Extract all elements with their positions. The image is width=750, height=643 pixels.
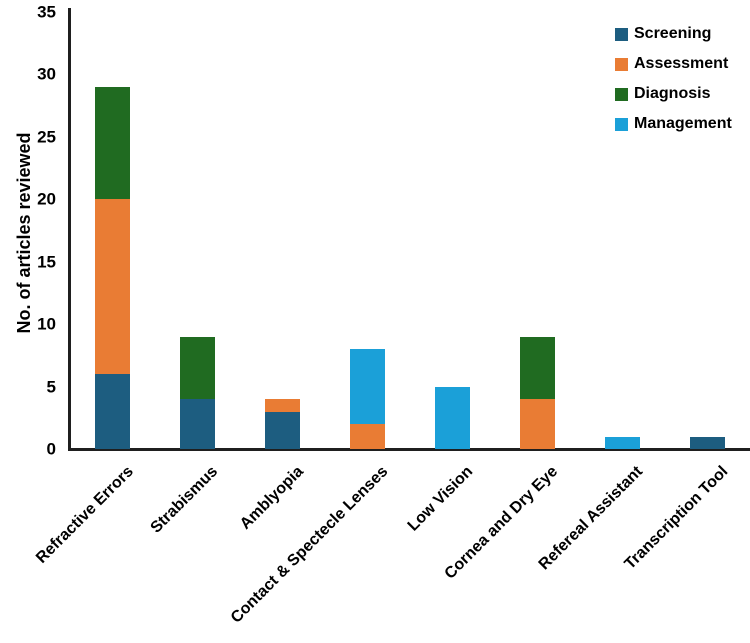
x-category-label: Refractive Errors — [32, 463, 137, 567]
y-tick-label: 5 — [46, 377, 56, 396]
y-tick-label: 10 — [37, 314, 56, 334]
legend-label: Assessment — [634, 55, 729, 72]
x-category-label: Amblyopia — [236, 463, 307, 533]
bar-segment-diagnosis-2 — [180, 336, 215, 399]
y-tick-label: 30 — [37, 64, 56, 84]
legend: Screening Assessment Diagnosis Management — [615, 19, 732, 139]
x-category-label: Strabismus — [147, 463, 222, 537]
bar-segment-diagnosis-6 — [520, 336, 555, 399]
y-axis-title: No. of articles reviewed — [14, 132, 34, 334]
legend-item-diagnosis: Diagnosis — [615, 79, 732, 109]
bar-segment-screening-3 — [265, 411, 300, 449]
x-axis-line — [68, 448, 750, 451]
legend-label: Management — [634, 115, 732, 132]
legend-swatch-icon — [615, 87, 628, 101]
y-tick-label: 20 — [37, 189, 56, 209]
legend-label: Diagnosis — [634, 85, 711, 102]
y-tick-label: 25 — [37, 127, 56, 146]
bar-segment-screening-1 — [95, 374, 130, 449]
bar-segment-diagnosis-1 — [95, 86, 130, 199]
x-category-label: Low Vision — [404, 463, 477, 535]
bar-segment-assessment-1 — [95, 199, 130, 374]
legend-item-management: Management — [615, 109, 732, 139]
bar-segment-assessment-4 — [350, 424, 385, 449]
x-category-label: Contact & Spectecle Lenses — [227, 463, 392, 627]
legend-label: Screening — [634, 25, 712, 42]
y-tick-label: 15 — [37, 252, 56, 271]
legend-swatch-icon — [615, 57, 628, 71]
legend-item-screening: Screening — [615, 19, 732, 49]
bar-segment-management-4 — [350, 349, 385, 424]
legend-swatch-icon — [615, 117, 628, 131]
bar-segment-management-5 — [435, 386, 470, 449]
legend-item-assessment: Assessment — [615, 49, 732, 79]
bar-segment-screening-2 — [180, 399, 215, 449]
y-tick-label: 0 — [46, 439, 56, 459]
legend-swatch-icon — [615, 27, 628, 41]
y-axis-line — [68, 8, 71, 450]
y-tick-label: 35 — [37, 2, 56, 21]
bar-segment-assessment-3 — [265, 399, 300, 412]
bar-segment-screening-8 — [690, 436, 725, 449]
bar-segment-assessment-6 — [520, 399, 555, 449]
bar-segment-management-7 — [605, 436, 640, 449]
